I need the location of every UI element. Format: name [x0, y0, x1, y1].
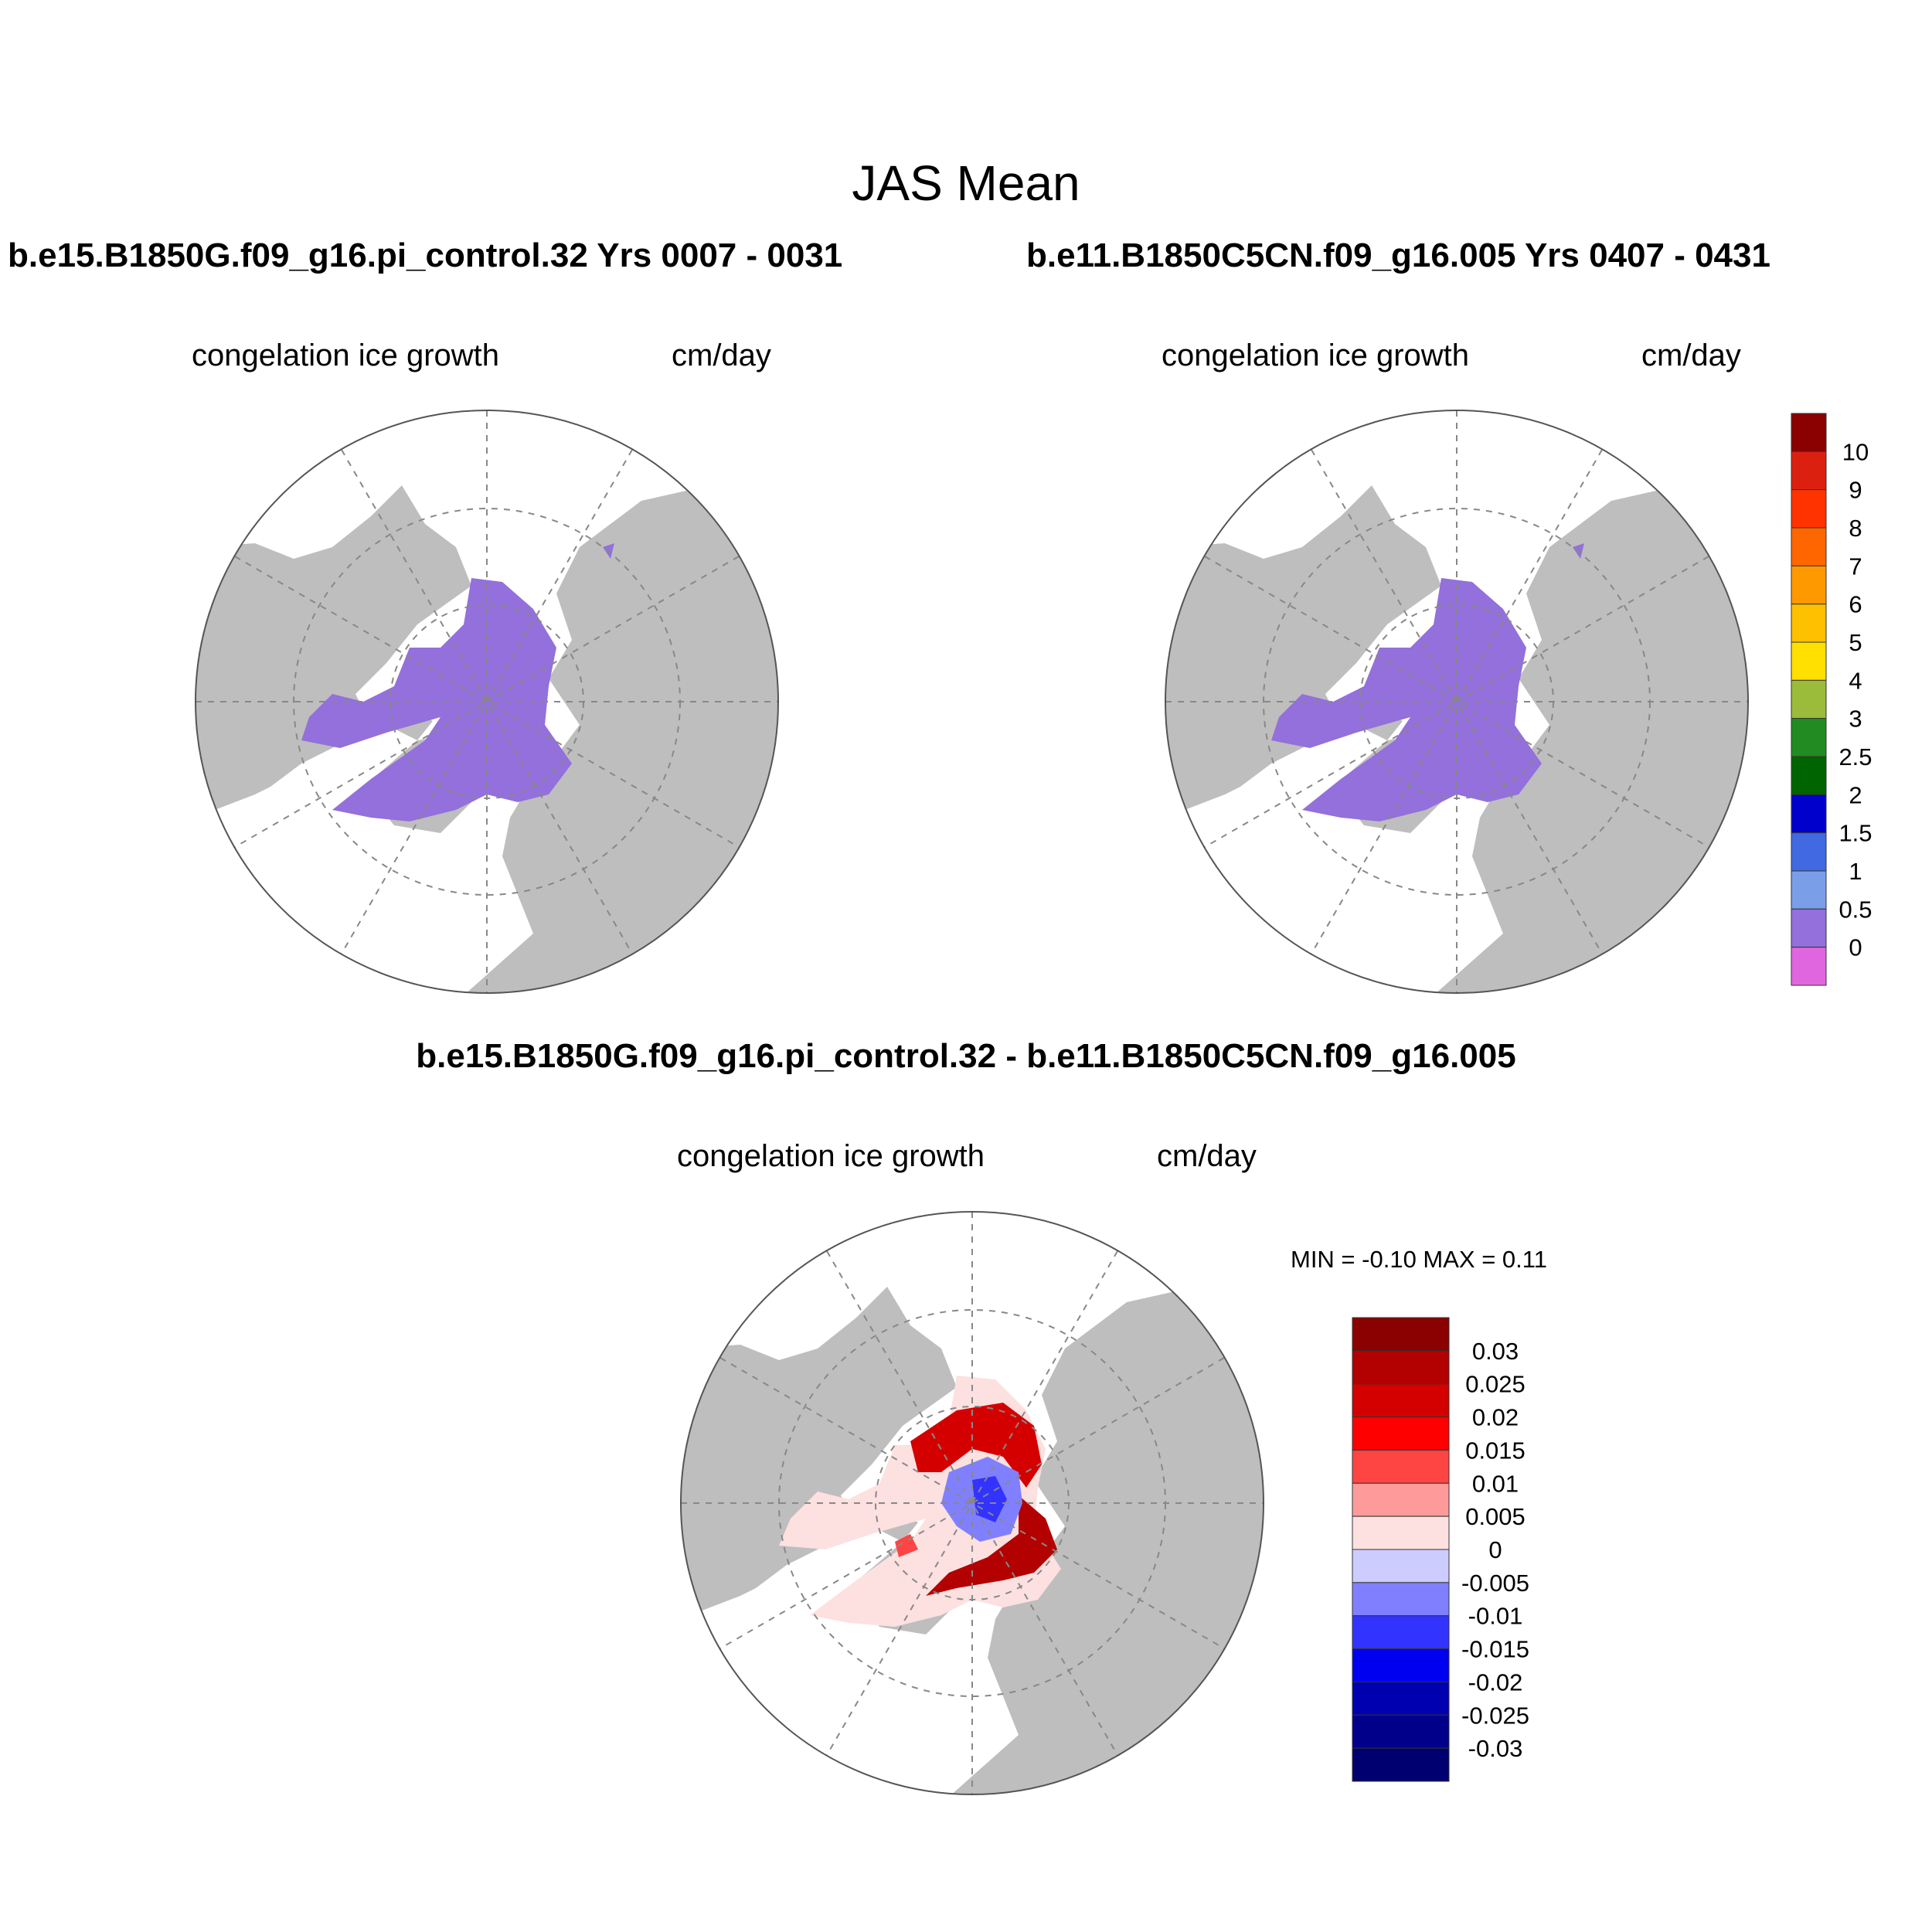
diff-positive-band [926, 1495, 1057, 1596]
colorbar-diff-label: 0.025 [1465, 1371, 1526, 1398]
colorbar-diff-swatch [1352, 1417, 1450, 1451]
colorbar-top-swatch [1791, 756, 1827, 795]
colorbar-top-label: 0 [1849, 934, 1862, 961]
colorbar-top-swatch [1791, 565, 1827, 605]
colorbar-top-swatch [1791, 527, 1827, 566]
colorbar-diff-label: -0.02 [1468, 1668, 1523, 1696]
colorbar-difference: 0.03 0.025 0.02 0.015 0.01 0.005 0 -0.005 -0.01 -… [1352, 1317, 1529, 1782]
colorbar-top-label: 4 [1849, 667, 1862, 694]
colorbar-top-swatch [1791, 908, 1827, 948]
colorbar-diff-swatch [1352, 1383, 1450, 1418]
colorbar-diff-swatch [1352, 1515, 1450, 1550]
panel-right-units: cm/day [1641, 338, 1741, 372]
colorbar-top-swatch [1791, 489, 1827, 529]
colorbar-diff-label: -0.03 [1468, 1735, 1523, 1762]
colorbar-top-swatch [1791, 679, 1827, 719]
colorbar-diff-swatch [1352, 1615, 1450, 1650]
colorbar-top-swatch [1791, 641, 1827, 681]
ice-field [301, 578, 572, 821]
map-border [195, 410, 779, 994]
colorbar-top-label: 2.5 [1838, 743, 1872, 770]
colorbar-top: 10 9 8 7 6 5 4 3 2.5 2 1.5 1 0.5 0 [1791, 413, 1872, 986]
colorbar-diff-swatch [1352, 1549, 1450, 1583]
panel-right-title: b.e11.B1850C5CN.f09_g16.005 Yrs 0407 - 0… [1026, 236, 1770, 274]
colorbar-top-label: 9 [1849, 477, 1862, 504]
colorbar-diff-swatch [1352, 1350, 1450, 1385]
panel-left-units: cm/day [672, 338, 771, 372]
difference-minmax: MIN = -0.10 MAX = 0.11 [1291, 1246, 1547, 1273]
colorbar-top-swatch [1791, 604, 1827, 643]
ice-field [1271, 578, 1542, 821]
colorbar-diff-label: 0.01 [1472, 1470, 1519, 1497]
colorbar-diff-swatch [1352, 1449, 1450, 1484]
difference-title: b.e15.B1850G.f09_g16.pi_control.32 - b.e… [416, 1037, 1516, 1075]
colorbar-top-swatch [1791, 718, 1827, 757]
colorbar-top-swatch [1791, 832, 1827, 872]
colorbar-top-label: 5 [1849, 629, 1862, 656]
map-difference [680, 1211, 1264, 1795]
map-right [1165, 410, 1749, 994]
graticule [681, 1212, 1264, 1794]
colorbar-diff-label: 0.02 [1472, 1404, 1519, 1431]
colorbar-top-label: 8 [1849, 515, 1862, 542]
colorbar-top-label: 2 [1849, 781, 1862, 808]
colorbar-diff-label: 0 [1488, 1536, 1502, 1563]
colorbar-top-label: 1 [1849, 858, 1862, 885]
map-border [1165, 410, 1749, 994]
colorbar-diff-label: -0.005 [1461, 1570, 1529, 1597]
panel-right-variable: congelation ice growth [1162, 338, 1470, 372]
colorbar-diff-swatch [1352, 1681, 1450, 1716]
colorbar-diff-swatch [1352, 1714, 1450, 1749]
colorbar-top-swatch [1791, 451, 1827, 491]
colorbar-diff-swatch [1352, 1648, 1450, 1682]
colorbar-diff-swatch [1352, 1317, 1450, 1352]
graticule [196, 410, 778, 993]
panel-left-variable: congelation ice growth [192, 338, 500, 372]
colorbar-diff-label: -0.015 [1461, 1636, 1529, 1663]
colorbar-diff-label: 0.005 [1465, 1503, 1526, 1530]
colorbar-top-swatch [1791, 413, 1827, 452]
colorbar-diff-label: -0.025 [1461, 1702, 1529, 1729]
colorbar-top-label: 6 [1849, 591, 1862, 618]
diff-positive-core [910, 1403, 1042, 1488]
colorbar-diff-label: -0.01 [1468, 1603, 1523, 1630]
colorbar-top-label: 7 [1849, 553, 1862, 580]
colorbar-top-swatch [1791, 794, 1827, 834]
graticule [1165, 410, 1748, 993]
colorbar-top-swatch [1791, 870, 1827, 910]
map-left [195, 410, 779, 994]
colorbar-top-label: 10 [1842, 438, 1869, 465]
colorbar-top-label: 0.5 [1838, 896, 1872, 923]
diff-positive-strip [895, 1534, 918, 1557]
difference-units: cm/day [1157, 1139, 1257, 1173]
colorbar-top-label: 1.5 [1838, 820, 1872, 847]
difference-variable: congelation ice growth [677, 1139, 985, 1173]
colorbar-diff-label: 0.03 [1472, 1338, 1519, 1365]
colorbar-top-swatch [1791, 947, 1827, 986]
colorbar-diff-label: 0.015 [1465, 1437, 1526, 1464]
figure-title: JAS Mean [852, 155, 1080, 211]
colorbar-diff-swatch [1352, 1747, 1450, 1782]
colorbar-top-label: 3 [1849, 706, 1862, 733]
panel-left-title: b.e15.B1850G.f09_g16.pi_control.32 Yrs 0… [8, 236, 843, 274]
colorbar-diff-swatch [1352, 1582, 1450, 1617]
map-border [680, 1211, 1264, 1795]
colorbar-diff-swatch [1352, 1482, 1450, 1517]
